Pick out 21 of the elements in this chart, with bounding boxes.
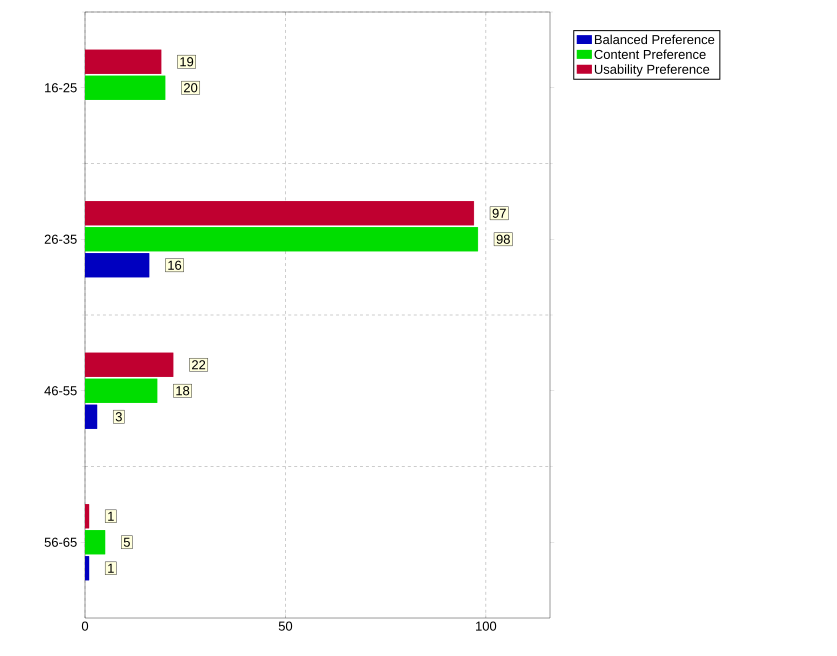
x-tick-label: 0	[82, 622, 88, 631]
x-tick-label: 50	[278, 622, 292, 631]
data-label: 98	[496, 234, 510, 244]
y-tick-label: 16-25	[45, 83, 77, 92]
data-label: 97	[492, 208, 506, 218]
legend-label: Content Preference	[594, 50, 706, 60]
data-label: 5	[124, 538, 130, 547]
x-tick-label: 100	[476, 622, 496, 631]
data-label: 16	[168, 260, 182, 270]
y-tick-label: 26-35	[44, 234, 77, 244]
data-label: 3	[116, 412, 122, 422]
legend-label: Usability Preference	[594, 64, 710, 76]
data-label: 1	[108, 512, 114, 521]
data-label: 1	[108, 564, 114, 573]
legend-label: Balanced Preference	[594, 34, 714, 44]
data-label: 20	[184, 83, 198, 92]
data-label: 22	[192, 360, 206, 370]
y-tick-label: 56-65	[44, 538, 77, 547]
y-tick-label: 46-55	[44, 386, 77, 396]
data-label: 18	[176, 386, 190, 396]
data-label: 19	[180, 57, 194, 66]
